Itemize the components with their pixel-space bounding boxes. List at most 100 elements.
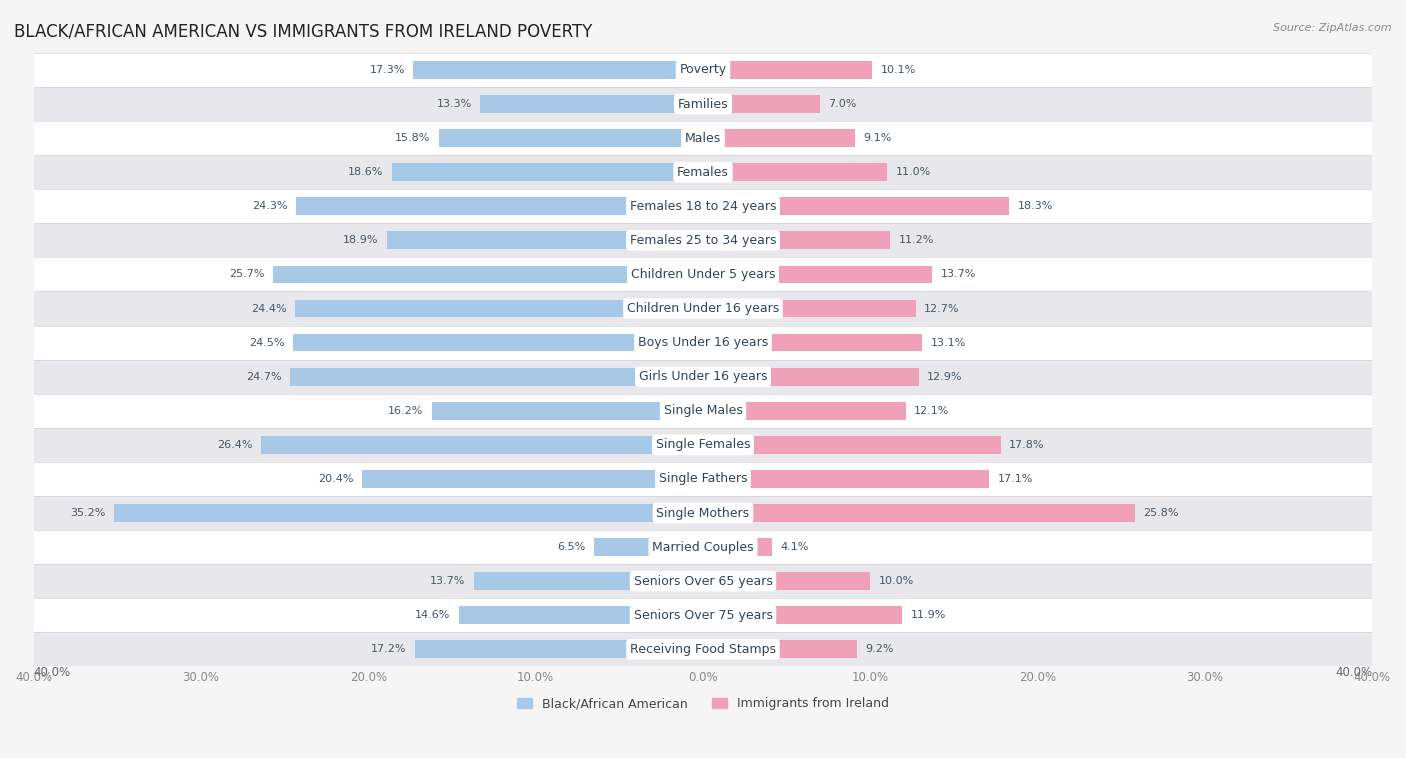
Text: 20.4%: 20.4%: [318, 474, 353, 484]
Bar: [34, 190, 1372, 224]
Text: Boys Under 16 years: Boys Under 16 years: [638, 336, 768, 349]
Legend: Black/African American, Immigrants from Ireland: Black/African American, Immigrants from …: [512, 692, 894, 716]
Bar: [439, 130, 703, 147]
Bar: [432, 402, 703, 420]
Text: 9.1%: 9.1%: [863, 133, 891, 143]
Text: 10.1%: 10.1%: [880, 65, 915, 75]
Text: Single Males: Single Males: [664, 404, 742, 417]
Bar: [392, 163, 703, 181]
Bar: [290, 368, 703, 386]
Bar: [703, 334, 922, 352]
Bar: [361, 470, 703, 488]
Text: 11.2%: 11.2%: [898, 235, 934, 246]
Text: Children Under 5 years: Children Under 5 years: [631, 268, 775, 281]
Bar: [34, 428, 1372, 462]
Bar: [34, 121, 1372, 155]
Text: Females: Females: [678, 166, 728, 179]
Text: Receiving Food Stamps: Receiving Food Stamps: [630, 643, 776, 656]
Bar: [474, 572, 703, 590]
Bar: [703, 96, 820, 113]
Bar: [387, 231, 703, 249]
Bar: [34, 462, 1372, 496]
Bar: [703, 368, 920, 386]
Text: 12.1%: 12.1%: [914, 406, 949, 416]
Bar: [34, 530, 1372, 564]
Text: Females 25 to 34 years: Females 25 to 34 years: [630, 234, 776, 247]
Text: 11.9%: 11.9%: [911, 610, 946, 620]
Bar: [34, 393, 1372, 428]
Text: 24.5%: 24.5%: [249, 337, 284, 348]
Bar: [34, 155, 1372, 190]
Bar: [703, 265, 932, 283]
Text: 14.6%: 14.6%: [415, 610, 450, 620]
Text: Seniors Over 65 years: Seniors Over 65 years: [634, 575, 772, 587]
Text: 12.7%: 12.7%: [924, 303, 959, 314]
Bar: [703, 61, 872, 79]
Bar: [703, 130, 855, 147]
Text: 18.9%: 18.9%: [343, 235, 378, 246]
Bar: [703, 436, 1001, 454]
Text: 40.0%: 40.0%: [34, 666, 70, 679]
Bar: [703, 299, 915, 318]
Text: Girls Under 16 years: Girls Under 16 years: [638, 370, 768, 384]
Text: 17.8%: 17.8%: [1010, 440, 1045, 449]
Text: 6.5%: 6.5%: [558, 542, 586, 552]
Text: 40.0%: 40.0%: [1336, 666, 1372, 679]
Bar: [34, 292, 1372, 326]
Bar: [703, 606, 903, 624]
Text: 16.2%: 16.2%: [388, 406, 423, 416]
Text: BLACK/AFRICAN AMERICAN VS IMMIGRANTS FROM IRELAND POVERTY: BLACK/AFRICAN AMERICAN VS IMMIGRANTS FRO…: [14, 23, 592, 41]
Text: 17.1%: 17.1%: [997, 474, 1033, 484]
Bar: [262, 436, 703, 454]
Text: 13.7%: 13.7%: [430, 576, 465, 586]
Text: 15.8%: 15.8%: [395, 133, 430, 143]
Text: 4.1%: 4.1%: [780, 542, 808, 552]
Bar: [114, 504, 703, 522]
Bar: [34, 87, 1372, 121]
Text: Males: Males: [685, 132, 721, 145]
Text: 9.2%: 9.2%: [865, 644, 894, 654]
Bar: [34, 632, 1372, 666]
Text: 17.2%: 17.2%: [371, 644, 406, 654]
Text: 18.3%: 18.3%: [1018, 202, 1053, 211]
Bar: [34, 564, 1372, 598]
Text: 13.7%: 13.7%: [941, 269, 976, 280]
Text: Females 18 to 24 years: Females 18 to 24 years: [630, 200, 776, 213]
Text: Single Females: Single Females: [655, 438, 751, 451]
Text: 25.7%: 25.7%: [229, 269, 264, 280]
Text: Poverty: Poverty: [679, 64, 727, 77]
Text: 13.3%: 13.3%: [437, 99, 472, 109]
Text: Children Under 16 years: Children Under 16 years: [627, 302, 779, 315]
Bar: [34, 496, 1372, 530]
Text: 10.0%: 10.0%: [879, 576, 914, 586]
Text: 11.0%: 11.0%: [896, 168, 931, 177]
Text: 24.4%: 24.4%: [250, 303, 287, 314]
Bar: [703, 231, 890, 249]
Text: 25.8%: 25.8%: [1143, 508, 1178, 518]
Bar: [295, 299, 703, 318]
Bar: [297, 197, 703, 215]
Text: 35.2%: 35.2%: [70, 508, 105, 518]
Text: Families: Families: [678, 98, 728, 111]
Text: Single Fathers: Single Fathers: [659, 472, 747, 485]
Bar: [703, 504, 1135, 522]
Bar: [703, 163, 887, 181]
Bar: [34, 598, 1372, 632]
Text: Source: ZipAtlas.com: Source: ZipAtlas.com: [1274, 23, 1392, 33]
Bar: [34, 53, 1372, 87]
Text: 18.6%: 18.6%: [347, 168, 384, 177]
Text: 24.3%: 24.3%: [253, 202, 288, 211]
Bar: [703, 538, 772, 556]
Bar: [273, 265, 703, 283]
Bar: [481, 96, 703, 113]
Bar: [34, 258, 1372, 292]
Text: Married Couples: Married Couples: [652, 540, 754, 553]
Text: 12.9%: 12.9%: [928, 371, 963, 382]
Bar: [703, 402, 905, 420]
Bar: [34, 224, 1372, 258]
Bar: [703, 641, 858, 658]
Bar: [703, 197, 1010, 215]
Bar: [413, 61, 703, 79]
Text: 13.1%: 13.1%: [931, 337, 966, 348]
Text: 26.4%: 26.4%: [218, 440, 253, 449]
